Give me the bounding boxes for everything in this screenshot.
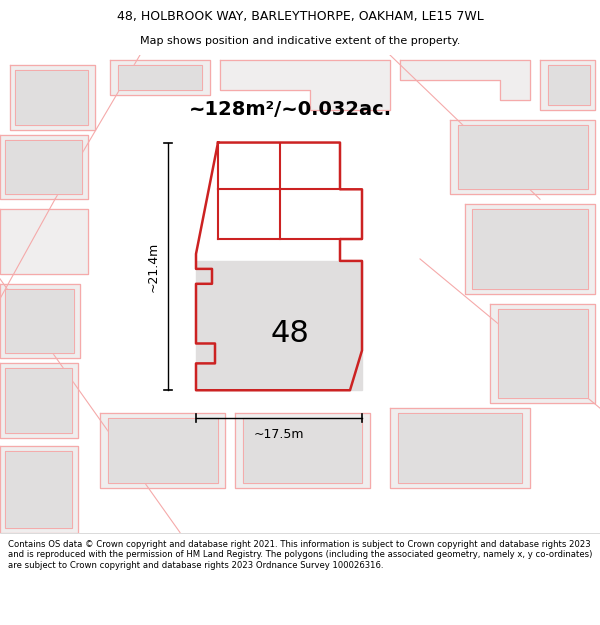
Polygon shape bbox=[118, 65, 202, 90]
Polygon shape bbox=[465, 204, 595, 294]
Polygon shape bbox=[0, 134, 88, 199]
Text: 48: 48 bbox=[271, 319, 310, 348]
Text: ~17.5m: ~17.5m bbox=[254, 428, 304, 441]
Polygon shape bbox=[5, 368, 72, 433]
Polygon shape bbox=[196, 261, 362, 390]
Polygon shape bbox=[15, 70, 88, 124]
Polygon shape bbox=[10, 65, 95, 129]
Polygon shape bbox=[235, 413, 370, 488]
Polygon shape bbox=[472, 209, 588, 289]
Polygon shape bbox=[540, 60, 595, 110]
Polygon shape bbox=[0, 363, 78, 438]
Polygon shape bbox=[243, 418, 362, 482]
Polygon shape bbox=[498, 309, 588, 398]
Text: ~128m²/~0.032ac.: ~128m²/~0.032ac. bbox=[188, 100, 392, 119]
Polygon shape bbox=[390, 408, 530, 488]
Polygon shape bbox=[5, 139, 82, 194]
Polygon shape bbox=[490, 304, 595, 403]
Polygon shape bbox=[5, 289, 74, 354]
Polygon shape bbox=[0, 446, 78, 532]
Polygon shape bbox=[196, 142, 362, 390]
Polygon shape bbox=[458, 124, 588, 189]
Text: 48, HOLBROOK WAY, BARLEYTHORPE, OAKHAM, LE15 7WL: 48, HOLBROOK WAY, BARLEYTHORPE, OAKHAM, … bbox=[116, 10, 484, 23]
Polygon shape bbox=[0, 209, 88, 274]
Polygon shape bbox=[220, 60, 390, 110]
Polygon shape bbox=[110, 60, 210, 95]
Polygon shape bbox=[5, 451, 72, 528]
Polygon shape bbox=[450, 119, 595, 194]
Polygon shape bbox=[398, 413, 522, 482]
Polygon shape bbox=[108, 418, 218, 482]
Polygon shape bbox=[0, 284, 80, 358]
Polygon shape bbox=[400, 60, 530, 100]
Polygon shape bbox=[100, 413, 225, 488]
Polygon shape bbox=[548, 65, 590, 105]
Text: Map shows position and indicative extent of the property.: Map shows position and indicative extent… bbox=[140, 36, 460, 46]
Text: Contains OS data © Crown copyright and database right 2021. This information is : Contains OS data © Crown copyright and d… bbox=[8, 540, 592, 570]
Text: ~21.4m: ~21.4m bbox=[147, 241, 160, 291]
